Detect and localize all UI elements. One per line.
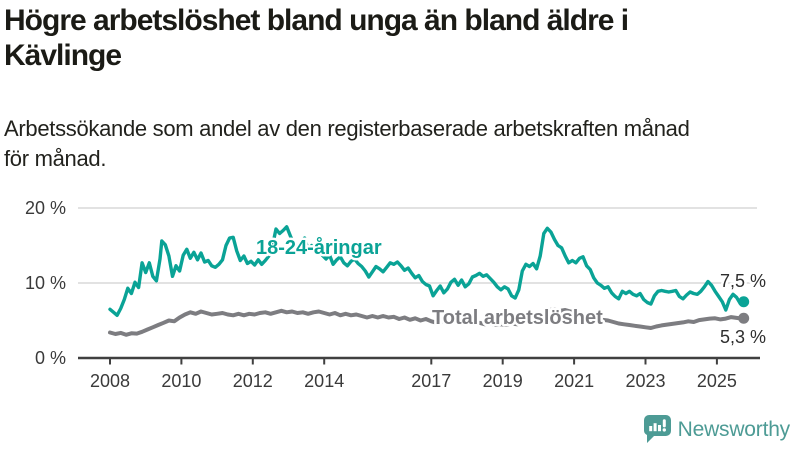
x-tick-label: 2010	[161, 371, 201, 391]
x-tick-label: 2014	[304, 371, 344, 391]
chart-title: Högre arbetslöshet bland unga än bland ä…	[4, 4, 629, 72]
series-line-18-24-åringar	[108, 225, 746, 317]
y-tick-label: 10 %	[25, 273, 66, 293]
x-tick-label: 2012	[233, 371, 273, 391]
x-tick-label: 2025	[697, 371, 737, 391]
x-tick-label: 2008	[90, 371, 130, 391]
newsworthy-wordmark: Newsworthy	[677, 418, 791, 441]
x-tick-label: 2023	[625, 371, 665, 391]
x-axis: 2008 2010 2012 2014 2017 2019 2021 2023 2025	[78, 356, 760, 391]
y-tick-label: 0 %	[35, 348, 66, 368]
chart-subtitle: Arbetssökande som andel av den registerb…	[4, 116, 690, 171]
series-end-dot	[738, 296, 750, 308]
x-tick-label: 2021	[554, 371, 594, 391]
gridlines: 0 % 10 % 20 %	[25, 198, 757, 368]
series-end-dot	[738, 312, 750, 324]
x-tick-label: 2019	[483, 371, 523, 391]
series-lines	[108, 225, 750, 337]
series-label: 18-24-åringar	[256, 236, 382, 259]
y-tick-label: 20 %	[25, 198, 66, 218]
series-line-Total arbetslöshet	[108, 307, 746, 337]
end-value-label: 7,5 %	[720, 271, 766, 291]
series-label: Total arbetslöshet	[432, 307, 603, 329]
x-tick-label: 2017	[411, 371, 451, 391]
newsworthy-logo[interactable]: Newsworthy	[643, 415, 791, 445]
newsworthy-bubble-icon	[643, 415, 671, 443]
end-value-label: 5,3 %	[720, 327, 766, 347]
series-labels: 18-24-åringar 7,5 % Total arbetslöshet 5,3 …	[254, 234, 769, 350]
